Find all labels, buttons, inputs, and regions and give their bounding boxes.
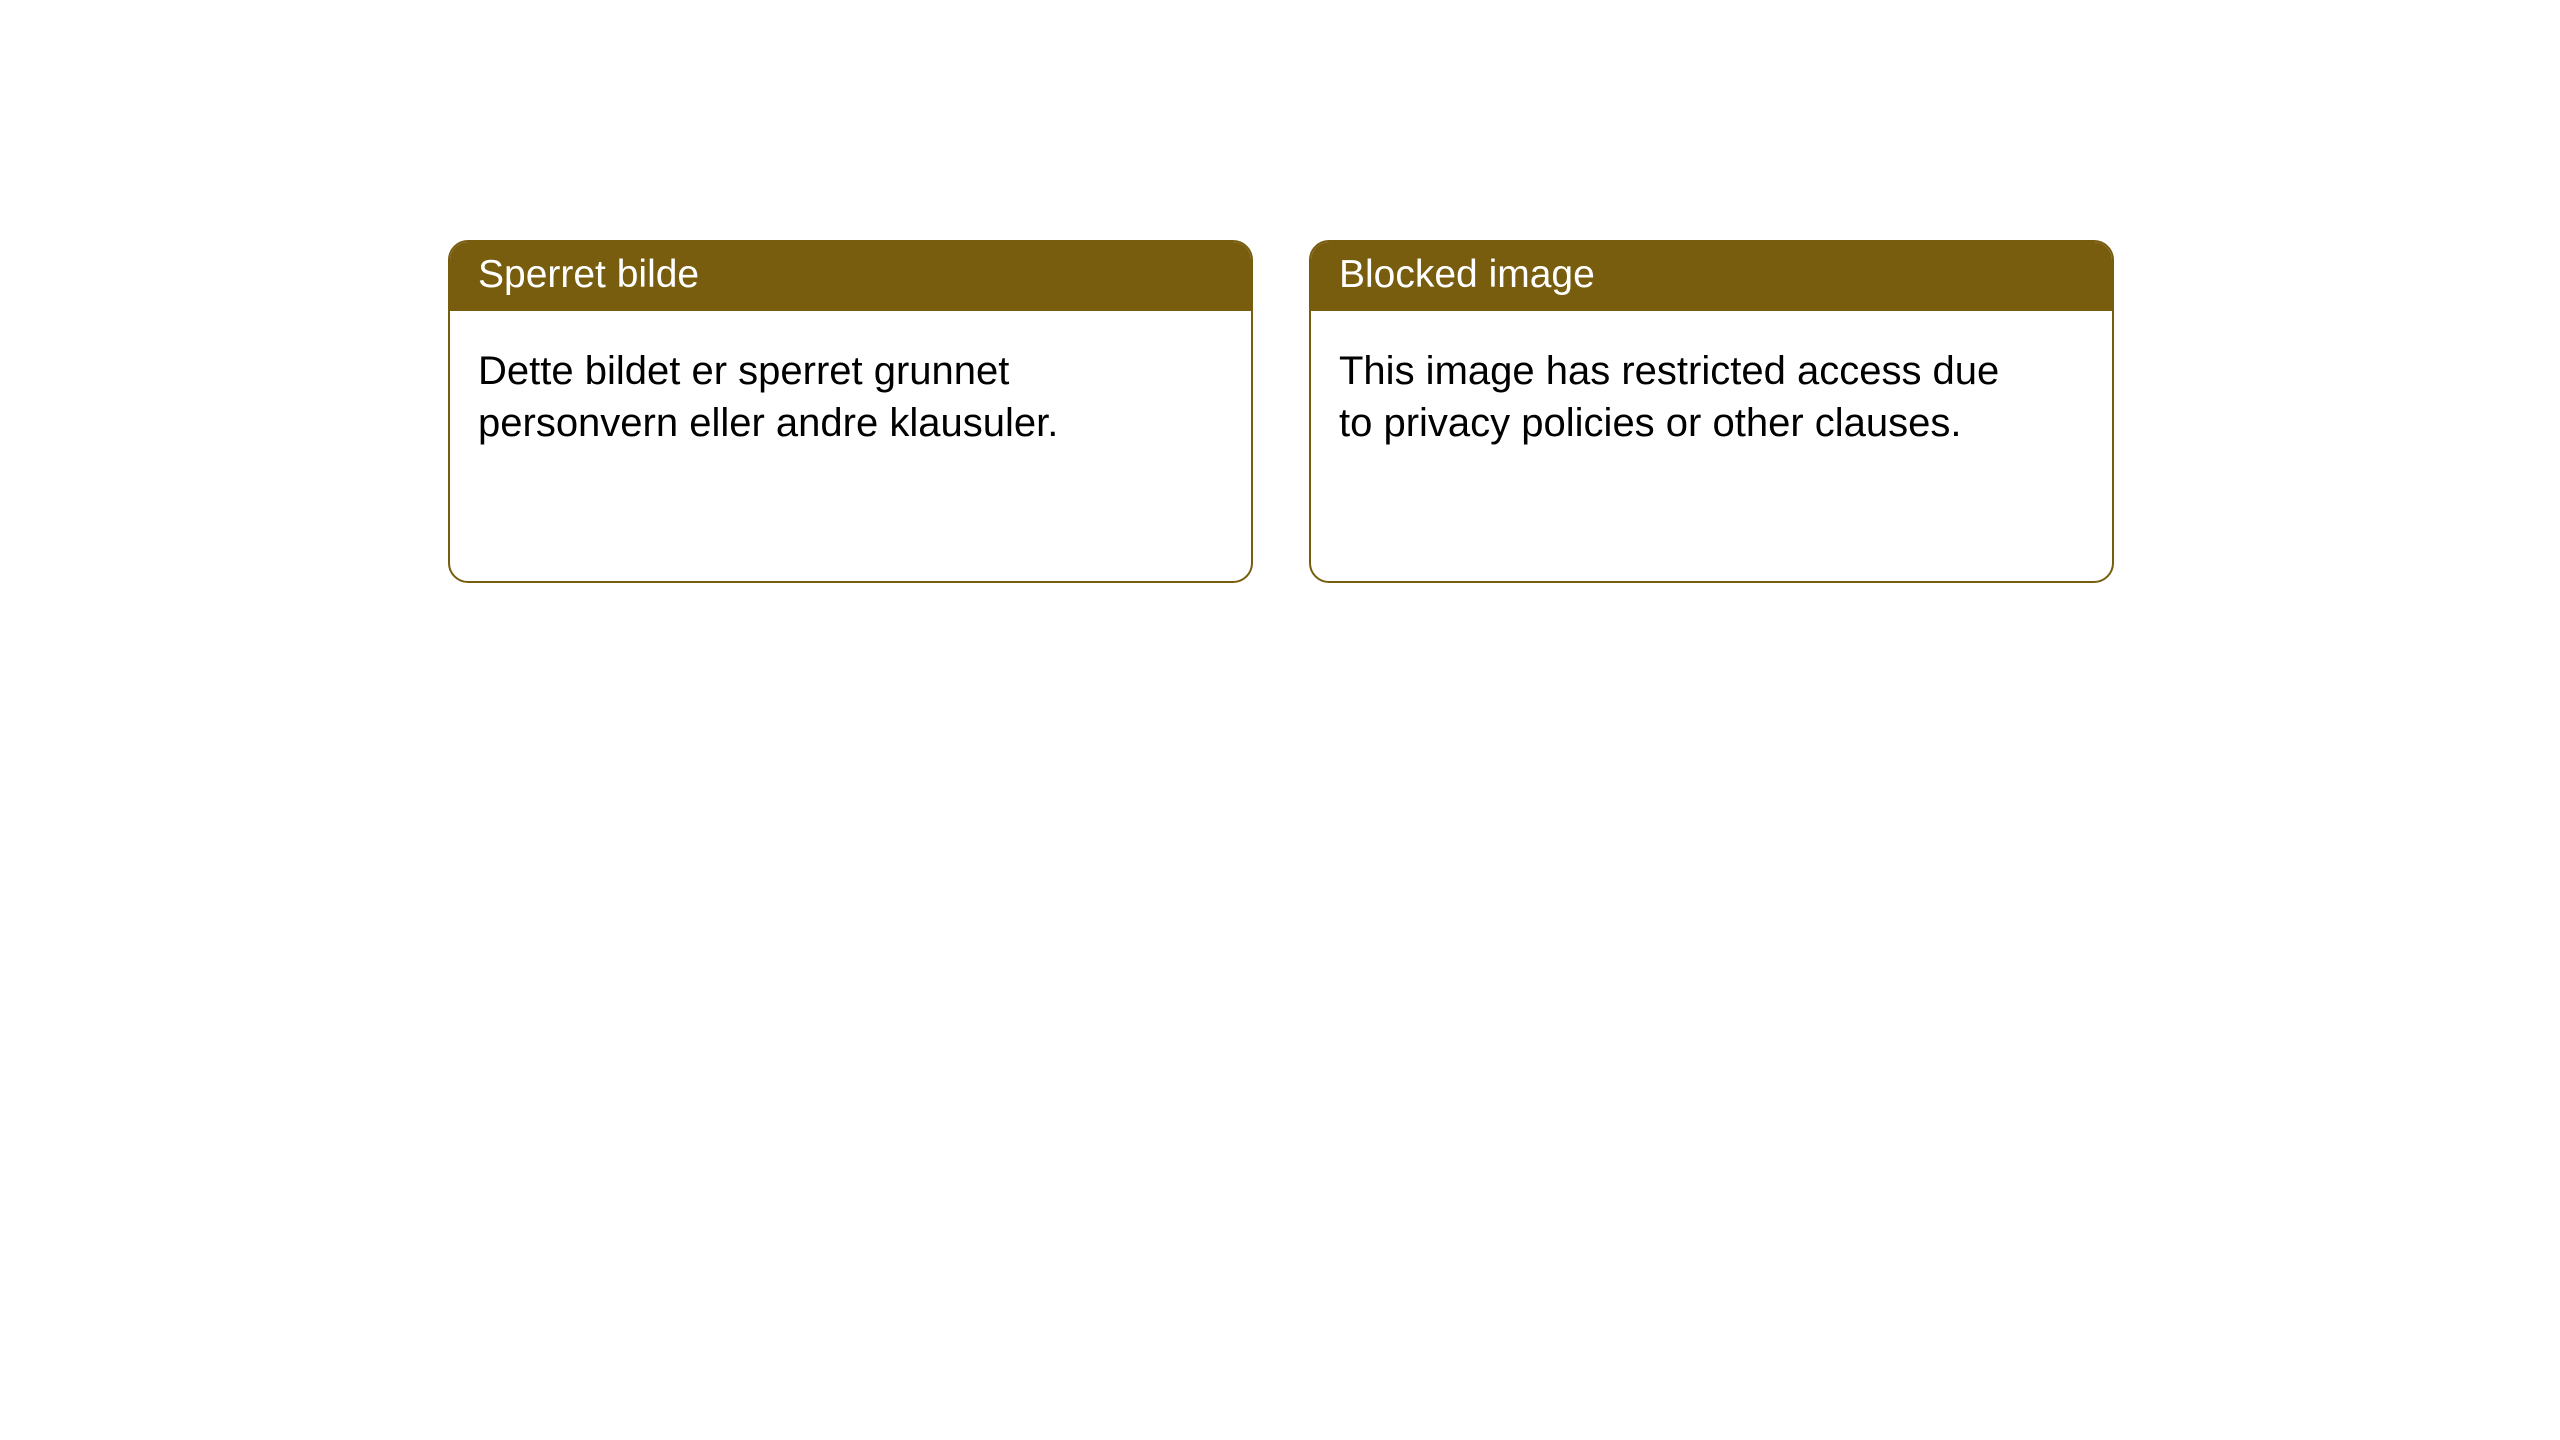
card-message: This image has restricted access due to … [1339,345,2019,449]
card-title: Blocked image [1339,253,1595,296]
card-header: Sperret bilde [450,242,1251,311]
card-body: This image has restricted access due to … [1311,311,2112,581]
notice-container: Sperret bilde Dette bildet er sperret gr… [448,240,2114,583]
card-message: Dette bildet er sperret grunnet personve… [478,345,1158,449]
card-title: Sperret bilde [478,253,699,296]
blocked-image-card-no: Sperret bilde Dette bildet er sperret gr… [448,240,1253,583]
card-header: Blocked image [1311,242,2112,311]
card-body: Dette bildet er sperret grunnet personve… [450,311,1251,581]
blocked-image-card-en: Blocked image This image has restricted … [1309,240,2114,583]
